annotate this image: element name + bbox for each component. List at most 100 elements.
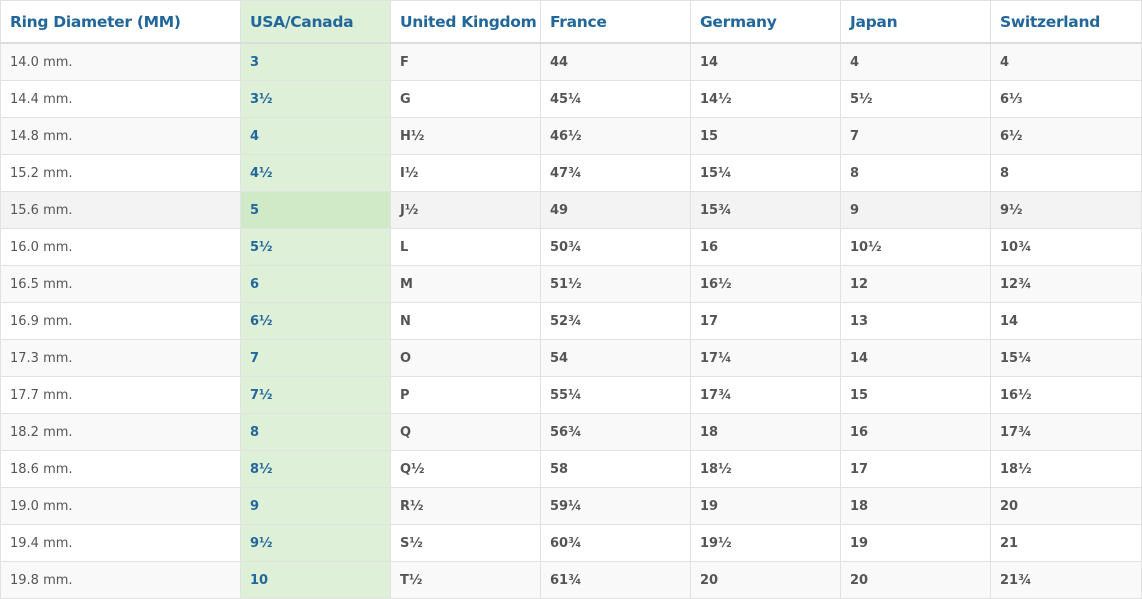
cell-france: 56¾ [540,413,691,451]
cell-usa-canada: 10 [240,561,391,599]
cell-germany: 14½ [690,80,841,118]
cell-germany: 18 [690,413,841,451]
cell-japan: 10½ [840,228,991,266]
cell-united-kingdom: S½ [390,524,541,562]
cell-usa-canada: 4½ [240,154,391,192]
cell-germany: 15¾ [690,191,841,229]
cell-japan: 13 [840,302,991,340]
cell-switzerland: 21 [990,524,1142,562]
cell-ring-diameter-mm: 17.7 mm. [0,376,241,414]
cell-germany: 19½ [690,524,841,562]
cell-united-kingdom: T½ [390,561,541,599]
cell-united-kingdom: J½ [390,191,541,229]
table-row: 17.3 mm. 7 O 54 17¼ 14 15¼ [0,339,1142,377]
cell-switzerland: 21¾ [990,561,1142,599]
cell-germany: 17 [690,302,841,340]
cell-japan: 17 [840,450,991,488]
cell-united-kingdom: O [390,339,541,377]
cell-switzerland: 4 [990,42,1142,81]
cell-ring-diameter-mm: 19.4 mm. [0,524,241,562]
cell-japan: 4 [840,42,991,81]
cell-france: 58 [540,450,691,488]
cell-ring-diameter-mm: 14.0 mm. [0,42,241,81]
cell-france: 59¼ [540,487,691,525]
cell-switzerland: 6⅓ [990,80,1142,118]
cell-germany: 15 [690,117,841,155]
cell-france: 44 [540,42,691,81]
cell-united-kingdom: M [390,265,541,303]
cell-ring-diameter-mm: 19.0 mm. [0,487,241,525]
cell-japan: 14 [840,339,991,377]
cell-japan: 5½ [840,80,991,118]
cell-france: 50¾ [540,228,691,266]
cell-ring-diameter-mm: 14.4 mm. [0,80,241,118]
cell-usa-canada: 6½ [240,302,391,340]
table-row: 15.6 mm. 5 J½ 49 15¾ 9 9½ [0,191,1142,229]
cell-ring-diameter-mm: 15.2 mm. [0,154,241,192]
column-header-usa-canada: USA/Canada [240,0,391,44]
cell-united-kingdom: P [390,376,541,414]
cell-united-kingdom: R½ [390,487,541,525]
cell-japan: 20 [840,561,991,599]
cell-switzerland: 9½ [990,191,1142,229]
cell-japan: 19 [840,524,991,562]
cell-usa-canada: 6 [240,265,391,303]
table-row: 16.5 mm. 6 M 51½ 16½ 12 12¾ [0,265,1142,303]
column-header-france: France [540,0,691,44]
cell-usa-canada: 4 [240,117,391,155]
cell-ring-diameter-mm: 18.2 mm. [0,413,241,451]
cell-usa-canada: 7½ [240,376,391,414]
column-header-united-kingdom: United Kingdom [390,0,541,44]
cell-ring-diameter-mm: 17.3 mm. [0,339,241,377]
cell-japan: 7 [840,117,991,155]
cell-germany: 19 [690,487,841,525]
cell-usa-canada: 8½ [240,450,391,488]
table-row: 15.2 mm. 4½ I½ 47¾ 15¼ 8 8 [0,154,1142,192]
cell-germany: 16 [690,228,841,266]
cell-united-kingdom: Q½ [390,450,541,488]
table-row: 14.4 mm. 3½ G 45¼ 14½ 5½ 6⅓ [0,80,1142,118]
cell-france: 51½ [540,265,691,303]
cell-france: 52¾ [540,302,691,340]
cell-switzerland: 6½ [990,117,1142,155]
cell-usa-canada: 8 [240,413,391,451]
table-row: 19.4 mm. 9½ S½ 60¾ 19½ 19 21 [0,524,1142,562]
header-row: Ring Diameter (MM) USA/Canada United Kingd… [0,0,1142,44]
cell-france: 55¼ [540,376,691,414]
cell-usa-canada: 5½ [240,228,391,266]
cell-ring-diameter-mm: 16.5 mm. [0,265,241,303]
cell-germany: 16½ [690,265,841,303]
cell-france: 47¾ [540,154,691,192]
cell-switzerland: 15¼ [990,339,1142,377]
cell-usa-canada: 9 [240,487,391,525]
cell-usa-canada: 3 [240,42,391,81]
cell-france: 61¾ [540,561,691,599]
cell-switzerland: 20 [990,487,1142,525]
cell-ring-diameter-mm: 16.0 mm. [0,228,241,266]
cell-switzerland: 18½ [990,450,1142,488]
table-row: 19.8 mm. 10 T½ 61¾ 20 20 21¾ [0,561,1142,599]
cell-germany: 17¾ [690,376,841,414]
cell-usa-canada: 5 [240,191,391,229]
cell-japan: 18 [840,487,991,525]
cell-japan: 16 [840,413,991,451]
table-row: 19.0 mm. 9 R½ 59¼ 19 18 20 [0,487,1142,525]
column-header-germany: Germany [690,0,841,44]
table-row: 16.9 mm. 6½ N 52¾ 17 13 14 [0,302,1142,340]
cell-united-kingdom: Q [390,413,541,451]
table-header: Ring Diameter (MM) USA/Canada United Kingd… [0,0,1142,44]
table-row: 18.2 mm. 8 Q 56¾ 18 16 17¾ [0,413,1142,451]
cell-usa-canada: 7 [240,339,391,377]
cell-ring-diameter-mm: 15.6 mm. [0,191,241,229]
cell-switzerland: 8 [990,154,1142,192]
cell-germany: 15¼ [690,154,841,192]
table-row: 14.0 mm. 3 F 44 14 4 4 [0,42,1142,81]
cell-united-kingdom: H½ [390,117,541,155]
cell-united-kingdom: F [390,42,541,81]
column-header-ring-diameter-mm: Ring Diameter (MM) [0,0,241,44]
cell-france: 46½ [540,117,691,155]
cell-usa-canada: 9½ [240,524,391,562]
cell-ring-diameter-mm: 14.8 mm. [0,117,241,155]
table-row: 14.8 mm. 4 H½ 46½ 15 7 6½ [0,117,1142,155]
cell-switzerland: 16½ [990,376,1142,414]
